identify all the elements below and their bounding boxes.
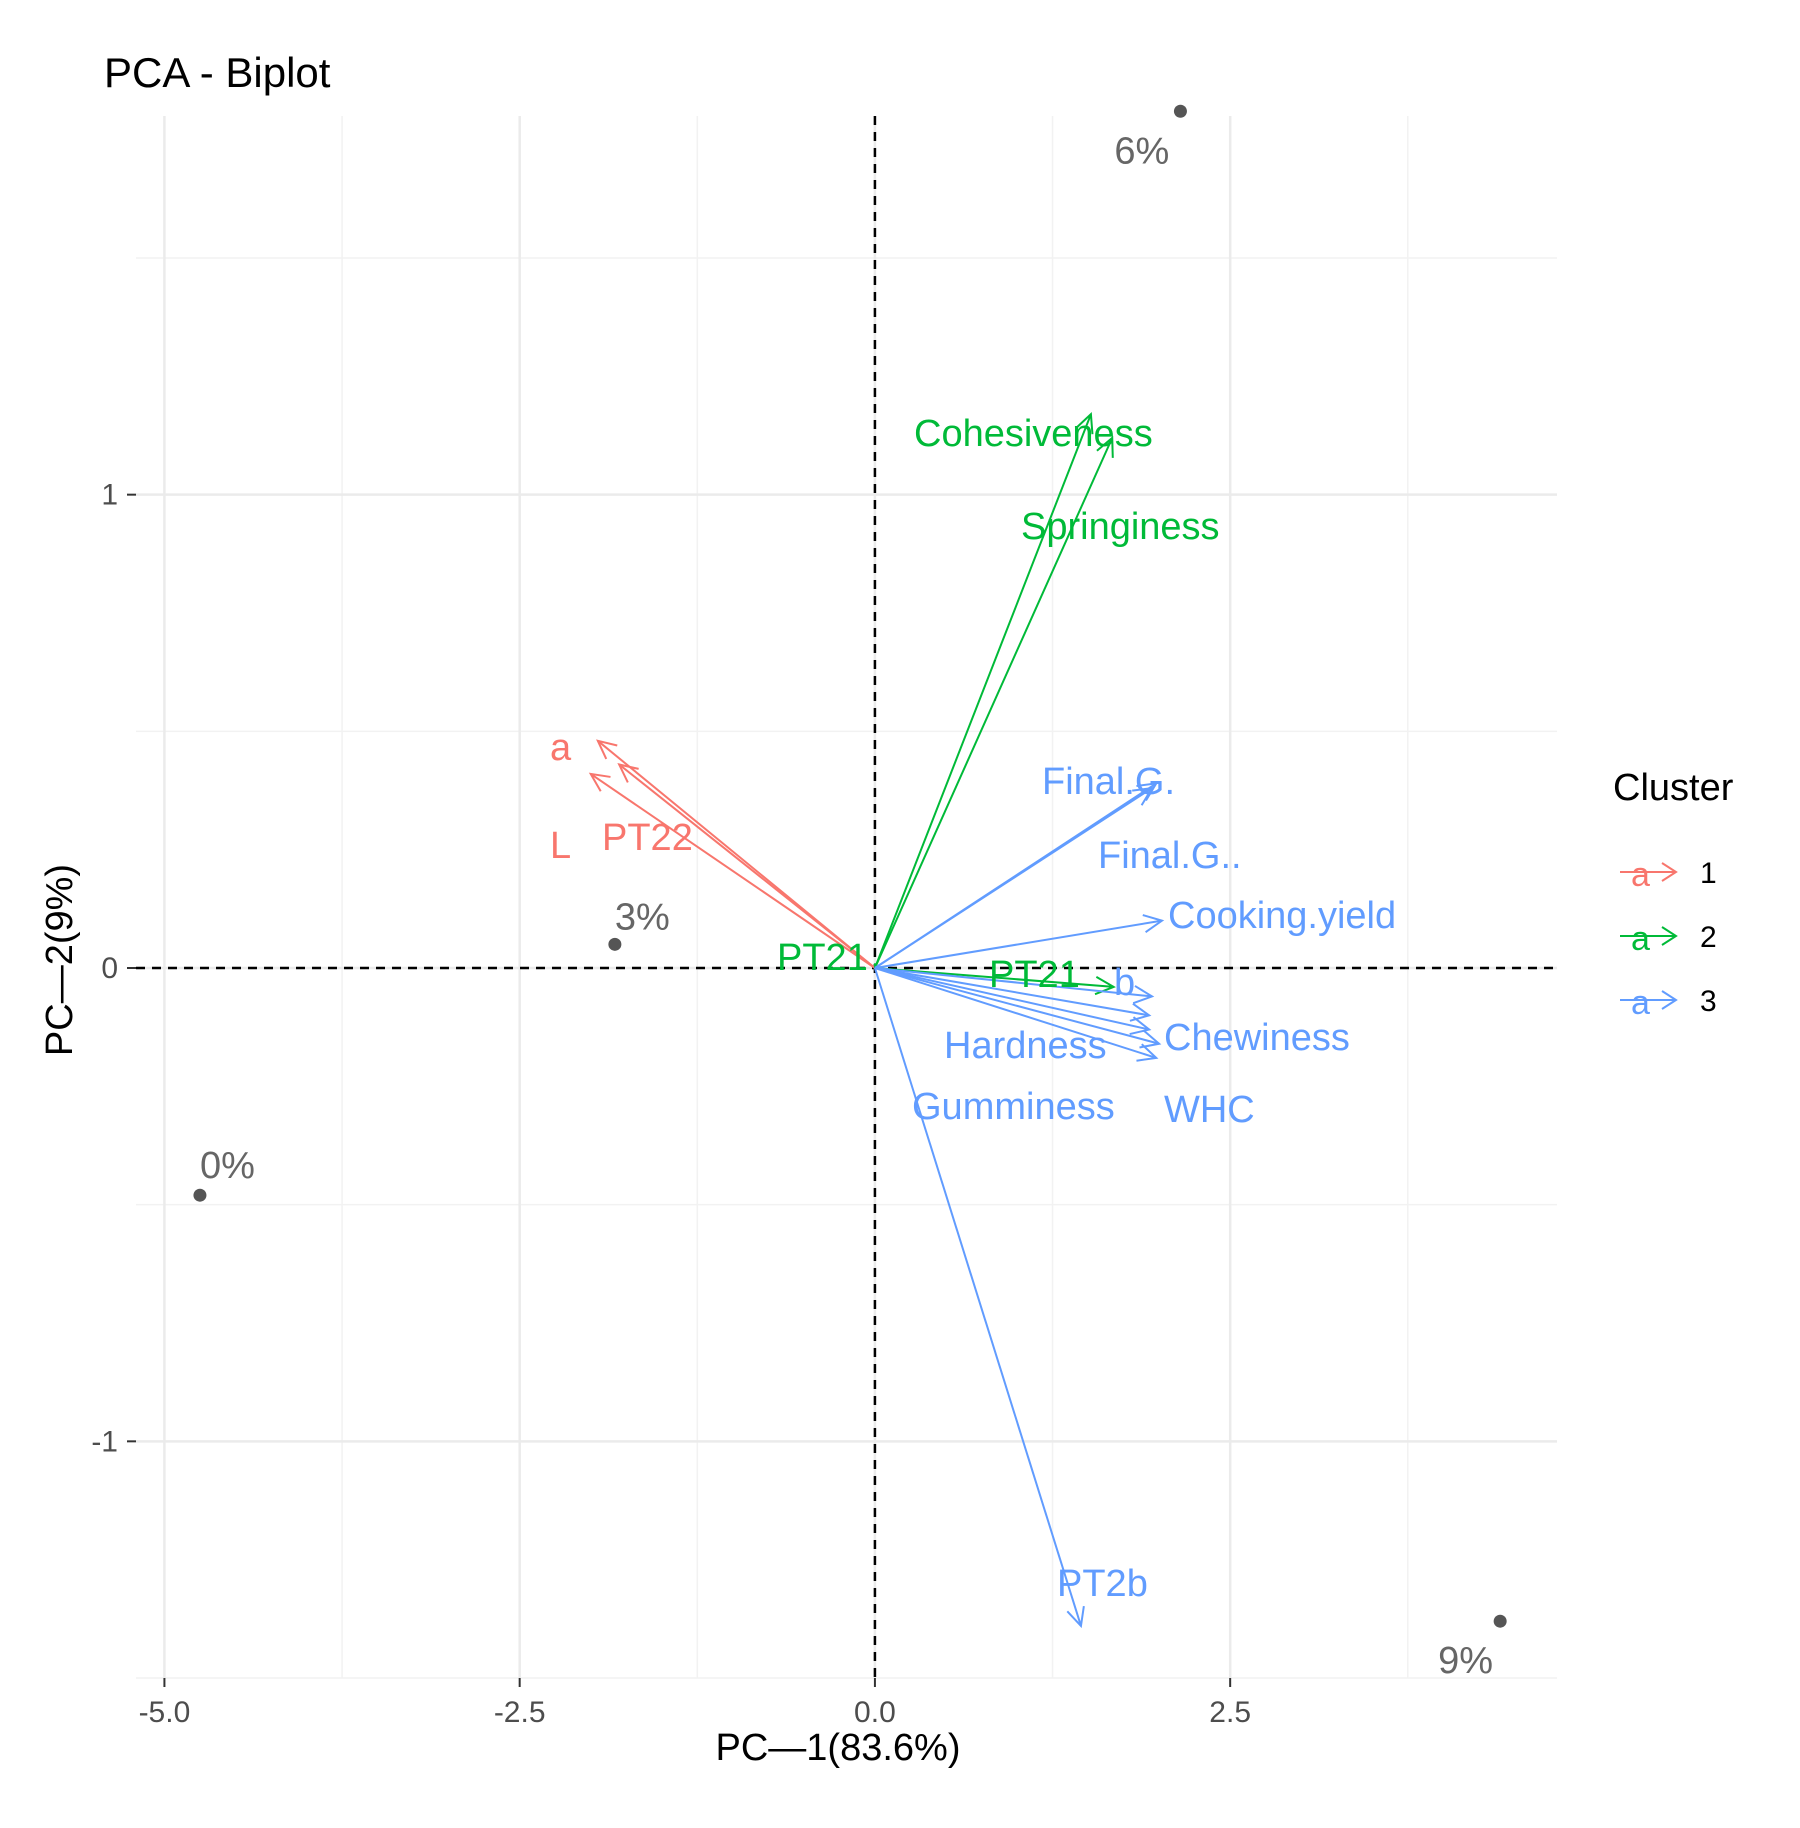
variable-label: Cooking.yield: [1168, 895, 1396, 937]
arrow-head: [1132, 985, 1155, 1005]
variable-arrow: [874, 967, 1155, 1005]
observation-point: [1493, 1614, 1507, 1628]
arrow-shaft: [874, 967, 1160, 1045]
variable-arrow: [873, 412, 1094, 969]
arrow-head: [1132, 786, 1154, 806]
arrow-head: [1136, 782, 1159, 802]
arrow-shaft: [874, 967, 1153, 998]
variable-label: b: [1114, 962, 1135, 1004]
arrow-head: [596, 739, 618, 760]
arrow-head: [617, 763, 639, 783]
variable-arrow: [617, 763, 876, 969]
variable-arrow: [874, 435, 1114, 969]
variable-label: Chewiness: [1164, 1017, 1350, 1059]
x-tick-label: -5.0: [139, 1696, 191, 1729]
reference-lines: [136, 116, 1557, 1678]
x-tick-label: 0.0: [854, 1696, 896, 1729]
variable-label: PT2b: [1057, 1563, 1148, 1605]
arrow-head: [1129, 1016, 1152, 1036]
variable-arrow: [874, 914, 1165, 969]
arrow-head: [1139, 1029, 1162, 1049]
legend-key-glyph: a: [1631, 984, 1650, 1022]
legend-item-label: 3: [1700, 985, 1717, 1018]
labels: 6% 3% 0% 9% a L PT22 Cohesiveness Springiness PT2…: [200, 130, 1493, 1682]
variable-label: PT22: [602, 817, 693, 859]
legend-key-glyph: a: [1631, 856, 1650, 894]
variable-arrow: [874, 786, 1154, 969]
arrow-head: [1136, 1043, 1159, 1062]
variable-label: Springiness: [1021, 506, 1220, 548]
arrow-head: [1066, 1605, 1085, 1629]
arrow-head: [1075, 412, 1094, 435]
observation-points: [193, 104, 1507, 1628]
arrow-shaft: [874, 967, 1150, 1017]
legend-item-label: 2: [1700, 921, 1717, 954]
legend-item-label: 1: [1700, 857, 1717, 890]
arrow-shaft: [874, 919, 1163, 969]
arrow-head: [1142, 914, 1165, 933]
legend-key-arrow-head: [1661, 926, 1678, 946]
chart-title: PCA - Biplot: [104, 49, 331, 96]
legend-key-glyph: a: [1631, 920, 1650, 958]
arrow-shaft: [874, 787, 1153, 969]
point-label: 6%: [1114, 130, 1169, 172]
legend-key-arrow-head: [1661, 862, 1678, 882]
y-tick-label: 1: [101, 479, 118, 512]
legend-title: Cluster: [1613, 767, 1734, 809]
arrow-shaft: [618, 763, 876, 969]
arrow-shaft: [874, 437, 1114, 969]
legend: Cluster a 1a 2a 3: [1613, 767, 1734, 1022]
variable-arrow: [874, 967, 1159, 1062]
variable-label: PT21: [989, 954, 1080, 996]
point-label: 0%: [200, 1145, 255, 1187]
point-label: 9%: [1438, 1640, 1493, 1682]
variable-arrow: [588, 772, 876, 969]
variable-label: WHC: [1164, 1089, 1255, 1131]
arrow-shaft: [874, 967, 1157, 1059]
variable-arrow: [873, 967, 1085, 1629]
variable-label: Final.G..: [1098, 835, 1242, 877]
variable-arrow: [874, 967, 1152, 1036]
variable-arrows: [588, 412, 1165, 1629]
observation-point: [608, 937, 622, 951]
arrow-shaft: [873, 413, 1092, 969]
observation-point: [193, 1188, 207, 1202]
arrow-head: [588, 772, 611, 792]
arrow-shaft: [873, 967, 1082, 1627]
legend-key-arrow-head: [1661, 990, 1678, 1010]
x-tick-label: 2.5: [1209, 1696, 1251, 1729]
arrow-shaft: [590, 773, 876, 969]
variable-label: Hardness: [944, 1025, 1107, 1067]
y-tick-label: -1: [91, 1425, 118, 1458]
point-label: 3%: [615, 896, 670, 938]
arrow-shaft: [874, 967, 1150, 1031]
variable-label: PT21: [777, 937, 868, 979]
variable-label: Cohesiveness: [914, 413, 1153, 455]
x-tick-label: -2.5: [494, 1696, 546, 1729]
variable-arrow: [874, 967, 1162, 1049]
variable-label: a: [550, 727, 572, 769]
axes: -5.0 -2.5 0.0 2.5 -1 0 1: [91, 479, 1251, 1729]
variable-label: Final.G.: [1042, 761, 1175, 803]
variable-label: L: [550, 825, 571, 867]
variable-label: Gumminess: [912, 1086, 1115, 1128]
arrow-head: [1096, 435, 1114, 458]
observation-point: [1173, 104, 1187, 118]
x-axis-title: PC—1(83.6%): [716, 1727, 961, 1769]
y-axis-title: PC—2(9%): [39, 864, 81, 1056]
y-tick-label: 0: [101, 952, 118, 985]
